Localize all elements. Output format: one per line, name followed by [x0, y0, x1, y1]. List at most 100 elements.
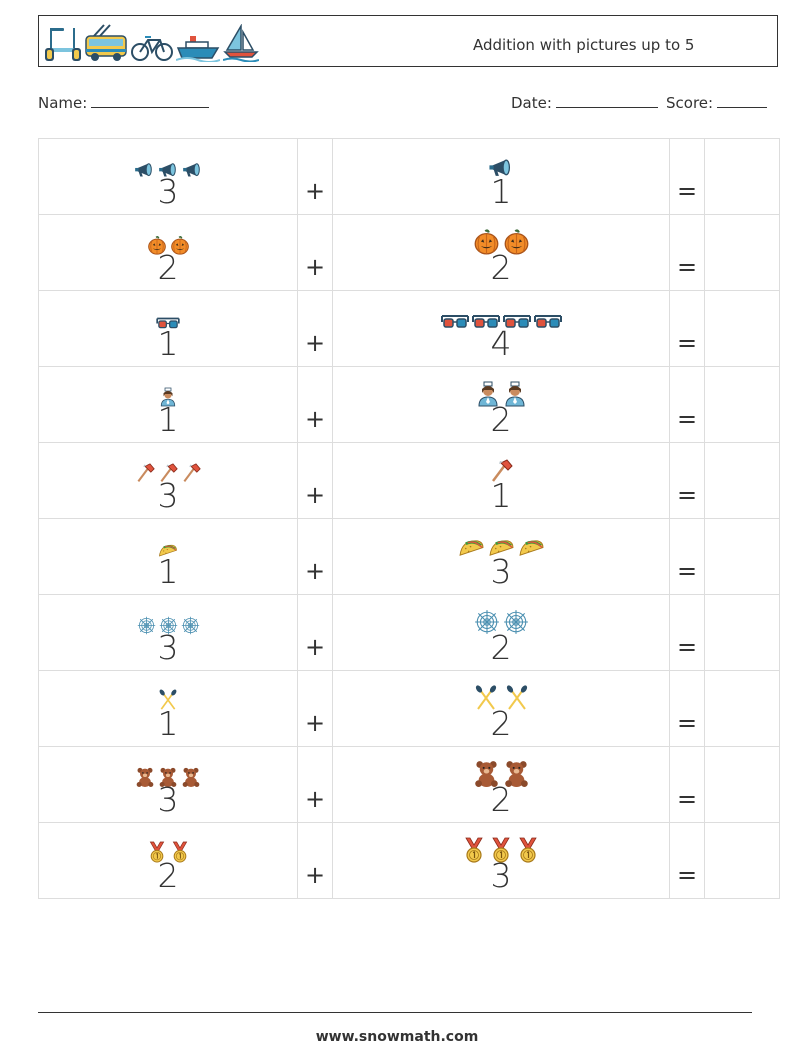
right-operand-cell: 1	[332, 138, 670, 215]
score-label: Score:	[666, 94, 714, 112]
left-number: 1	[157, 400, 179, 439]
answer-cell[interactable]	[704, 366, 780, 443]
spiderweb-icon	[503, 610, 528, 634]
3d-glasses-icon	[156, 317, 180, 329]
pumpkin-icon	[474, 229, 498, 255]
right-icons	[333, 149, 669, 179]
problem-row: 1 + 4 =	[38, 290, 780, 367]
problems-table: 3 + 1 = 2 + 2 = 1 +	[38, 138, 780, 899]
problem-row: 3 + 2 =	[38, 746, 780, 823]
answer-cell[interactable]	[704, 670, 780, 747]
right-icons	[333, 681, 669, 711]
left-number: 3	[157, 172, 179, 211]
left-number: 3	[157, 780, 179, 819]
left-number: 2	[157, 248, 179, 287]
plus-cell: +	[297, 518, 333, 595]
equals-sign: =	[676, 177, 698, 205]
megaphone-icon	[182, 163, 200, 177]
plus-sign: +	[304, 253, 326, 281]
equals-sign: =	[676, 861, 698, 889]
left-operand-cell: 2	[38, 214, 298, 291]
nurse-icon	[160, 387, 176, 407]
equals-cell: =	[669, 138, 705, 215]
problem-row: 3 + 1 =	[38, 138, 780, 215]
answer-cell[interactable]	[704, 214, 780, 291]
megaphone-icon	[158, 163, 176, 177]
left-icons	[39, 303, 297, 331]
right-operand-cell: 3	[332, 518, 670, 595]
medal-icon	[465, 837, 483, 863]
left-operand-cell: 3	[38, 594, 298, 671]
spiderweb-icon	[474, 610, 499, 634]
right-icons	[333, 757, 669, 787]
pumpkin-icon	[170, 236, 189, 255]
plus-cell: +	[297, 670, 333, 747]
left-number: 1	[157, 324, 179, 363]
answer-cell[interactable]	[704, 822, 780, 899]
answer-cell[interactable]	[704, 442, 780, 519]
megaphone-icon	[489, 159, 511, 176]
teddy-bear-icon	[136, 767, 154, 787]
plus-sign: +	[304, 633, 326, 661]
plus-cell: +	[297, 594, 333, 671]
date-blank[interactable]	[555, 93, 658, 108]
problem-row: 2 + 3 =	[38, 822, 780, 899]
name-field: Name:	[38, 93, 210, 112]
right-operand-cell: 2	[332, 214, 670, 291]
spiderweb-icon	[137, 616, 155, 635]
date-field: Date:	[511, 93, 658, 112]
left-number: 1	[157, 552, 179, 591]
left-icons	[39, 835, 297, 863]
axe-icon	[492, 459, 513, 482]
spiderweb-icon	[181, 616, 199, 635]
paddles-icon	[159, 689, 177, 710]
problem-row: 1 + 2 =	[38, 366, 780, 443]
axe-icon	[183, 463, 201, 482]
answer-cell[interactable]	[704, 746, 780, 823]
right-icons	[333, 605, 669, 635]
right-number: 2	[490, 628, 512, 667]
left-operand-cell: 3	[38, 442, 298, 519]
right-icons	[333, 377, 669, 407]
answer-cell[interactable]	[704, 518, 780, 595]
equals-sign: =	[676, 481, 698, 509]
left-operand-cell: 3	[38, 746, 298, 823]
problem-row: 1 + 2 =	[38, 670, 780, 747]
plus-sign: +	[304, 481, 326, 509]
answer-cell[interactable]	[704, 138, 780, 215]
teddy-bear-icon	[159, 767, 177, 787]
equals-sign: =	[676, 709, 698, 737]
3d-glasses-icon	[502, 315, 531, 328]
3d-glasses-icon	[440, 315, 469, 328]
left-operand-cell: 2	[38, 822, 298, 899]
spiderweb-icon	[159, 616, 177, 635]
left-operand-cell: 1	[38, 518, 298, 595]
equals-cell: =	[669, 822, 705, 899]
left-operand-cell: 3	[38, 138, 298, 215]
left-number: 3	[157, 628, 179, 667]
right-number: 3	[490, 856, 512, 895]
name-blank[interactable]	[91, 93, 210, 108]
left-icons	[39, 759, 297, 787]
teddy-bear-icon	[474, 761, 498, 787]
right-icons	[333, 225, 669, 255]
score-blank[interactable]	[717, 93, 768, 108]
plus-sign: +	[304, 177, 326, 205]
plus-cell: +	[297, 138, 333, 215]
nurse-icon	[477, 381, 498, 407]
equals-cell: =	[669, 746, 705, 823]
equals-cell: =	[669, 290, 705, 367]
left-number: 2	[157, 856, 179, 895]
plus-cell: +	[297, 214, 333, 291]
equals-sign: =	[676, 785, 698, 813]
answer-cell[interactable]	[704, 290, 780, 367]
sailboat-icon	[223, 24, 259, 62]
plus-sign: +	[304, 861, 326, 889]
equals-cell: =	[669, 670, 705, 747]
equals-cell: =	[669, 214, 705, 291]
megaphone-icon	[134, 163, 152, 177]
ship-icon	[176, 36, 220, 62]
equals-sign: =	[676, 329, 698, 357]
answer-cell[interactable]	[704, 594, 780, 671]
right-operand-cell: 1	[332, 442, 670, 519]
